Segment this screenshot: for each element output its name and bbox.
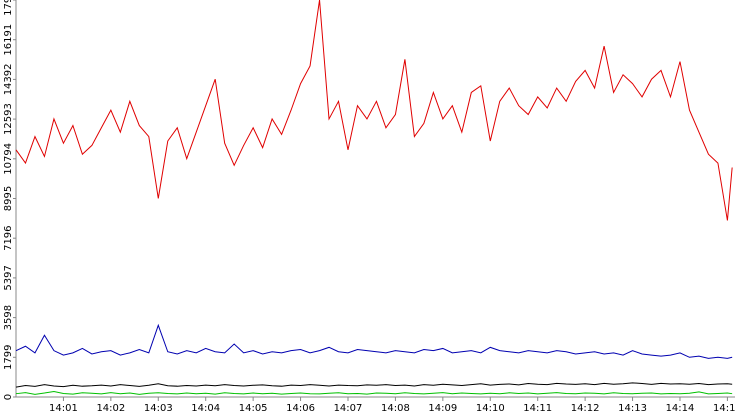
x-tick-label: 14:13 bbox=[618, 403, 647, 414]
x-tick-label: 14:06 bbox=[286, 403, 315, 414]
x-tick-label: 14:05 bbox=[239, 403, 268, 414]
y-tick-label: 14392 bbox=[3, 63, 14, 95]
y-tick-label: 8995 bbox=[3, 186, 14, 211]
series-line bbox=[15, 323, 733, 359]
x-tick-label: 14:14 bbox=[666, 403, 695, 414]
x-tick-label: 14:07 bbox=[334, 403, 363, 414]
y-tick-label: 12593 bbox=[3, 103, 14, 135]
series-line bbox=[15, 382, 733, 388]
x-tick-label: 14:15 bbox=[713, 403, 735, 414]
x-tick-label: 14:11 bbox=[523, 403, 552, 414]
y-tick-label: 7196 bbox=[3, 225, 14, 250]
x-tick-label: 14:03 bbox=[144, 403, 173, 414]
x-tick-label: 14:10 bbox=[476, 403, 505, 414]
series-line bbox=[15, 390, 733, 395]
series-line bbox=[15, 0, 733, 221]
x-tick-label: 14:04 bbox=[191, 403, 220, 414]
y-tick-label: 1799 bbox=[3, 345, 14, 370]
x-tick-label: 14:08 bbox=[381, 403, 410, 414]
y-tick-label: 16191 bbox=[3, 24, 14, 56]
x-tick-label: 14:02 bbox=[96, 403, 125, 414]
x-tick-label: 14:01 bbox=[49, 403, 78, 414]
y-tick-label: 5397 bbox=[3, 265, 14, 290]
y-tick-label: 3598 bbox=[3, 305, 14, 330]
y-tick-label: 0 bbox=[3, 394, 14, 400]
y-tick-label: 17990 bbox=[3, 0, 14, 16]
y-tick-label: 10794 bbox=[3, 143, 14, 175]
x-tick-label: 14:09 bbox=[428, 403, 457, 414]
x-tick-label: 14:12 bbox=[571, 403, 600, 414]
